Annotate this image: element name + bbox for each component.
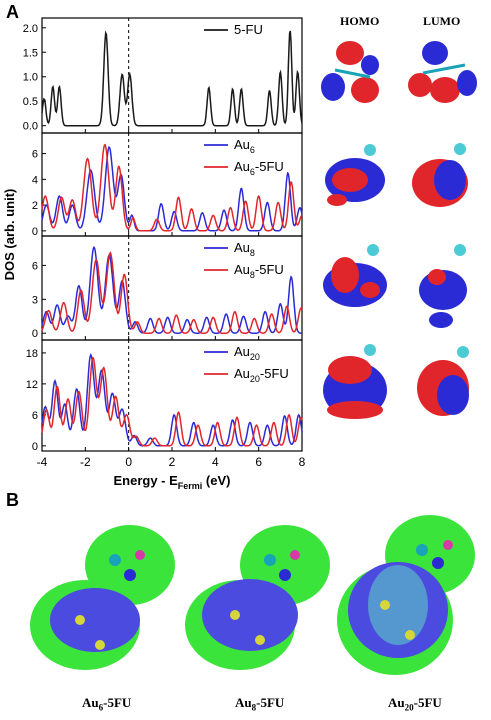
dos-curve-au8-5fu (41, 251, 303, 334)
y-tick-label: 6 (32, 260, 38, 272)
au20-5fu-surface (337, 515, 475, 675)
y-tick-label: 6 (32, 149, 38, 161)
legend-label: Au8 (234, 240, 255, 258)
y-tick-label: 0.5 (23, 96, 38, 108)
dos-panel-3: 0 3 6 Au8 Au8-5FU (32, 235, 303, 341)
lumo-au8-orbital (419, 244, 467, 328)
orbital-isosurfaces (321, 41, 477, 419)
homo-au8-orbital (323, 244, 387, 307)
y-tick-label: 0.0 (23, 121, 38, 133)
dos-curve-au6 (41, 146, 303, 232)
dos-panel-2: 0 2 4 6 Au6 Au6-5FU (32, 132, 303, 238)
homo-au6-orbital (325, 144, 385, 206)
panel-b-label: B (6, 490, 19, 510)
legend-label: Au20-5FU (234, 366, 289, 384)
caption-au20-5fu: Au20-5FU (388, 695, 442, 713)
x-axis-label: Energy - EFermi (eV) (114, 473, 231, 491)
y-tick-label: 0 (32, 226, 38, 238)
lumo-au6-orbital (412, 143, 468, 207)
caption-au8-5fu: Au8-5FU (235, 695, 285, 713)
panel-frame (41, 339, 303, 452)
x-tick-label: -4 (37, 455, 48, 469)
y-tick-label: 12 (26, 379, 38, 391)
dos-chart: 0.0 0.5 1.0 1.5 2.0 5-FU 0 2 4 6 Au6 Au6-5FU 0 3 6 Au8 A… (2, 17, 306, 491)
y-tick-label: 18 (26, 348, 38, 360)
dos-panel-1: 0.0 0.5 1.0 1.5 2.0 5-FU (23, 17, 303, 134)
lumo-header: LUMO (423, 14, 461, 28)
dos-curve-au20 (41, 353, 303, 447)
legend-label: Au6-5FU (234, 159, 284, 177)
au8-5fu-surface (185, 525, 330, 670)
panel-a-label: A (6, 2, 19, 22)
y-axis-label: DOS (arb. unit) (2, 189, 17, 281)
legend-label: Au6 (234, 137, 255, 155)
au6-5fu-surface (30, 525, 175, 670)
homo-au20-orbital (323, 344, 387, 419)
y-tick-label: 1.0 (23, 72, 38, 84)
y-tick-label: 1.5 (23, 47, 38, 59)
y-tick-label: 4 (32, 174, 38, 186)
legend-label: Au20 (234, 344, 260, 362)
x-tick-label: -2 (80, 455, 91, 469)
panel-frame (41, 235, 303, 341)
dos-panel-4: 0 6 12 18 Au20 Au20-5FU (26, 339, 303, 453)
y-tick-label: 0 (32, 328, 38, 340)
dos-curve-au20-5fu (41, 356, 303, 447)
legend-label: Au8-5FU (234, 262, 284, 280)
x-tick-label: 0 (125, 455, 132, 469)
y-tick-label: 2.0 (23, 23, 38, 35)
lumo-au20-orbital (417, 346, 469, 416)
legend-label: 5-FU (234, 22, 263, 37)
homo-header: HOMO (340, 14, 380, 28)
dos-curve-5-fu (41, 30, 303, 127)
y-tick-label: 2 (32, 200, 38, 212)
y-tick-label: 3 (32, 294, 38, 306)
dos-curve-au6-5fu (41, 143, 303, 232)
x-tick-label: 4 (212, 455, 219, 469)
panel-frame (41, 17, 303, 134)
y-tick-label: 0 (32, 441, 38, 453)
lumo-5fu-orbital (408, 41, 477, 103)
homo-5fu-orbital (321, 41, 379, 103)
esp-surfaces (30, 515, 475, 675)
x-tick-label: 6 (255, 455, 262, 469)
x-tick-label: 2 (169, 455, 176, 469)
caption-au6-5fu: Au6-5FU (82, 695, 132, 713)
y-tick-label: 6 (32, 410, 38, 422)
x-tick-label: 8 (299, 455, 306, 469)
